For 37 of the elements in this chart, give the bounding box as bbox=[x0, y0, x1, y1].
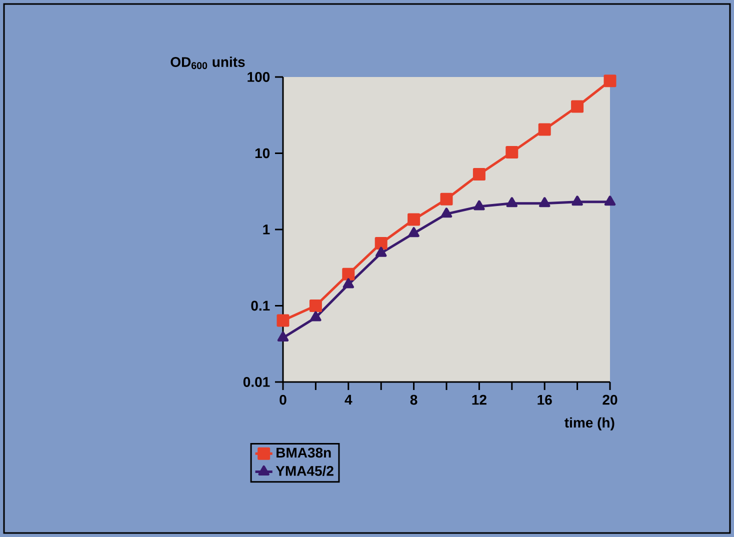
point bbox=[310, 311, 322, 322]
point bbox=[571, 100, 584, 113]
y-tick-label: 0.01 bbox=[243, 377, 270, 387]
y-tick-label: 10 bbox=[255, 148, 270, 158]
point bbox=[276, 314, 290, 327]
point bbox=[376, 246, 387, 257]
point bbox=[572, 196, 583, 206]
y-tick-label: 1 bbox=[263, 224, 270, 234]
x-tick-label: 12 bbox=[472, 394, 486, 405]
x-tick-label: 16 bbox=[538, 394, 552, 405]
point bbox=[342, 278, 354, 288]
x-tick-label: 0 bbox=[280, 394, 286, 405]
point bbox=[474, 200, 485, 210]
point bbox=[440, 192, 453, 206]
point bbox=[408, 227, 420, 238]
point bbox=[538, 123, 551, 136]
point bbox=[604, 74, 616, 88]
x-axis-title: time (h) bbox=[564, 417, 614, 430]
legend-label: YMA45/2 bbox=[276, 466, 334, 476]
point bbox=[440, 208, 452, 218]
x-tick-label: 8 bbox=[410, 394, 418, 405]
point bbox=[506, 146, 518, 159]
point bbox=[309, 299, 322, 312]
point bbox=[472, 168, 486, 181]
point bbox=[342, 268, 355, 280]
legend-label: BMA38n bbox=[276, 448, 331, 458]
x-tick-label: 4 bbox=[344, 394, 352, 404]
y-tick-label: 0.1 bbox=[251, 300, 270, 311]
point bbox=[604, 196, 616, 206]
point bbox=[506, 197, 518, 208]
y-axis-title: OD$_{600}$ units bbox=[170, 56, 245, 70]
x-tick-label: 20 bbox=[602, 394, 618, 405]
point bbox=[539, 197, 550, 208]
point bbox=[408, 213, 420, 226]
point bbox=[277, 332, 289, 342]
y-tick-label: 100 bbox=[248, 72, 270, 82]
point bbox=[374, 237, 388, 250]
